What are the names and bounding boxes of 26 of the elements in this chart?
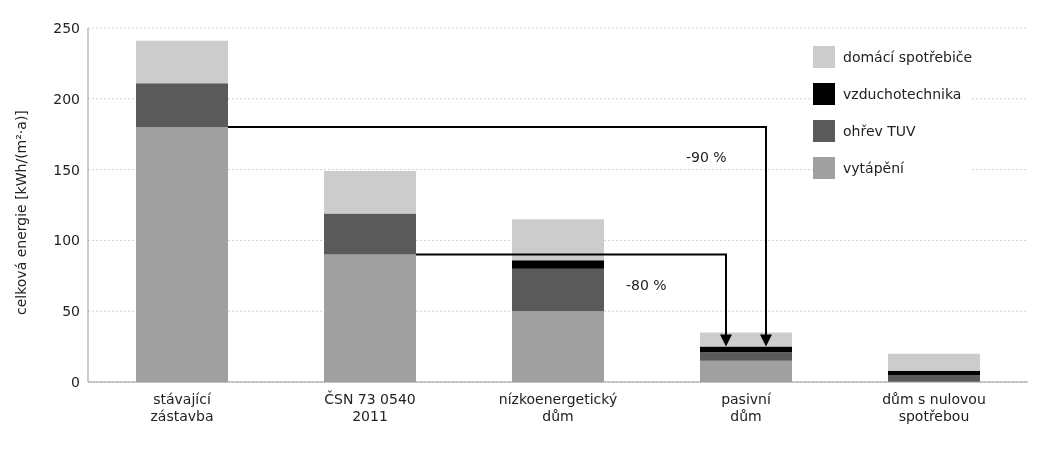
bar <box>136 40 228 84</box>
legend-label: vzduchotechnika <box>843 85 962 102</box>
bar <box>888 353 980 371</box>
annotation: -80 % <box>626 276 667 293</box>
y-tick-label: 150 <box>53 161 80 178</box>
annotation: -90 % <box>686 149 727 166</box>
bar <box>136 83 228 128</box>
bar <box>512 260 604 269</box>
legend-label: domácí spotřebiče <box>843 48 973 65</box>
bar <box>324 213 416 255</box>
x-tick-label: pasivní dům <box>721 391 772 424</box>
y-tick-label: 100 <box>53 232 80 249</box>
x-tick-label: nízkoenergetický dům <box>498 391 618 424</box>
legend-label: ohřev TUV <box>843 122 916 139</box>
x-tick-label: stávající zástavba <box>150 391 214 424</box>
legend-label: vytápění <box>843 159 904 176</box>
y-tick-label: 200 <box>53 90 80 107</box>
bar <box>888 370 980 375</box>
bar <box>512 268 604 312</box>
bar <box>700 352 792 361</box>
y-tick-label: 250 <box>53 19 80 36</box>
y-tick-label: 50 <box>62 303 80 320</box>
y-axis-title: celková energie [kWh/(m²·a)] <box>12 110 29 315</box>
y-tick-label: 0 <box>71 373 80 390</box>
x-tick-label: dům s nulovou spotřebou <box>882 391 986 424</box>
x-tick-label: ČSN 73 0540 2011 <box>324 390 416 424</box>
